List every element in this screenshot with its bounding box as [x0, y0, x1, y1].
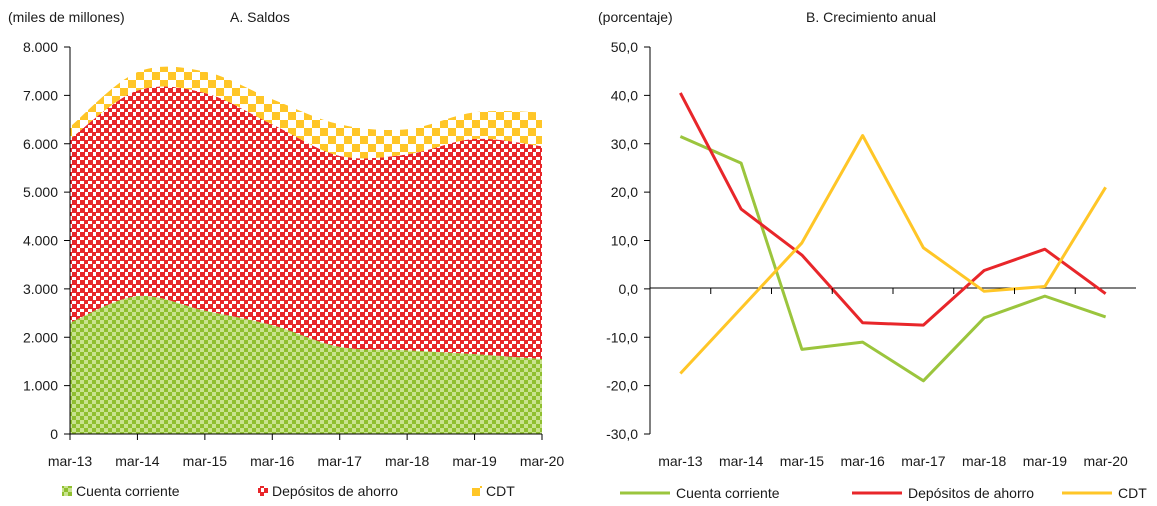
x-tick-label: mar-13 [48, 453, 93, 469]
x-tick-label: mar-18 [962, 453, 1007, 469]
legend-swatch-cuenta-corriente [62, 486, 72, 496]
line-cuenta-corriente [679, 135, 1107, 383]
chart-b-unit-label: (porcentaje) [598, 9, 673, 25]
x-tick-label: mar-20 [1083, 453, 1128, 469]
y-tick-label: 6.000 [23, 136, 58, 152]
area-cuenta-corriente [70, 295, 542, 434]
chart-b-crecimiento: (porcentaje) B. Crecimiento anual -30,0-… [598, 9, 1147, 501]
y-tick-label: 3.000 [23, 281, 58, 297]
x-tick-label: mar-18 [385, 453, 430, 469]
chart-a-x-ticks: mar-13 mar-14 mar-15 mar-16 mar-17 mar-18 mar-… [48, 434, 565, 469]
chart-a-title: A. Saldos [230, 9, 290, 25]
y-tick-label: 20,0 [611, 184, 638, 200]
y-tick-label: -10,0 [606, 329, 638, 345]
legend-label-cuenta-corriente: Cuenta corriente [76, 483, 180, 499]
chart-b-title: B. Crecimiento anual [806, 9, 936, 25]
line-depositos-de-ahorro [679, 92, 1107, 327]
legend-swatch-cdt [472, 486, 482, 496]
y-tick-label: 8.000 [23, 39, 58, 55]
legend-label-cdt: CDT [486, 483, 515, 499]
x-tick-label: mar-14 [719, 453, 764, 469]
legend-label-cdt: CDT [1118, 485, 1147, 501]
x-tick-label: mar-17 [318, 453, 363, 469]
y-tick-label: 50,0 [611, 39, 638, 55]
y-tick-label: 7.000 [23, 87, 58, 103]
y-tick-label: 1.000 [23, 378, 58, 394]
y-tick-label: 0,0 [619, 281, 639, 297]
legend-label-depositos-de-ahorro: Depósitos de ahorro [908, 485, 1034, 501]
x-tick-label: mar-15 [780, 453, 825, 469]
legend-swatch-depositos-de-ahorro [258, 486, 268, 496]
x-tick-label: mar-19 [1023, 453, 1068, 469]
x-tick-label: mar-17 [901, 453, 946, 469]
y-tick-label: -30,0 [606, 426, 638, 442]
legend-label-cuenta-corriente: Cuenta corriente [676, 485, 780, 501]
chart-a-legend: Cuenta corriente Depósitos de ahorro CDT [62, 483, 515, 499]
line-cdt [679, 134, 1107, 375]
y-tick-label: 4.000 [23, 233, 58, 249]
chart-a-areas [70, 66, 542, 434]
x-tick-label: mar-14 [115, 453, 160, 469]
area-cdt [70, 66, 542, 159]
y-tick-label: 40,0 [611, 87, 638, 103]
chart-a-saldos: (miles de millones) A. Saldos 0 1.000 2.00… [8, 9, 564, 499]
y-tick-label: 0 [50, 426, 58, 442]
y-tick-label: -20,0 [606, 378, 638, 394]
x-tick-label: mar-16 [840, 453, 885, 469]
y-tick-label: 5.000 [23, 184, 58, 200]
x-tick-label: mar-20 [520, 453, 565, 469]
x-tick-label: mar-13 [658, 453, 703, 469]
legend-label-depositos-de-ahorro: Depósitos de ahorro [272, 483, 398, 499]
chart-b-legend: Cuenta corriente Depósitos de ahorro CDT [620, 485, 1147, 501]
y-tick-label: 10,0 [611, 233, 638, 249]
chart-b-y-ticks: -30,0 -20,0 -10,0 0,0 10,0 20,0 30,0 40,0 50,0 [606, 39, 650, 442]
chart-a-unit-label: (miles de millones) [8, 9, 125, 25]
y-tick-label: 30,0 [611, 136, 638, 152]
x-tick-label: mar-16 [250, 453, 295, 469]
chart-b-x-ticks: mar-13 mar-14 mar-15 mar-16 mar-17 mar-18 mar-… [658, 288, 1128, 469]
x-tick-label: mar-15 [183, 453, 228, 469]
chart-a-y-ticks: 0 1.000 2.000 3.000 4.000 5.000 6.000 7.000 8.00… [23, 39, 70, 442]
x-tick-label: mar-19 [452, 453, 497, 469]
chart-b-lines [679, 92, 1107, 383]
area-depositos-de-ahorro [70, 86, 542, 360]
y-tick-label: 2.000 [23, 329, 58, 345]
